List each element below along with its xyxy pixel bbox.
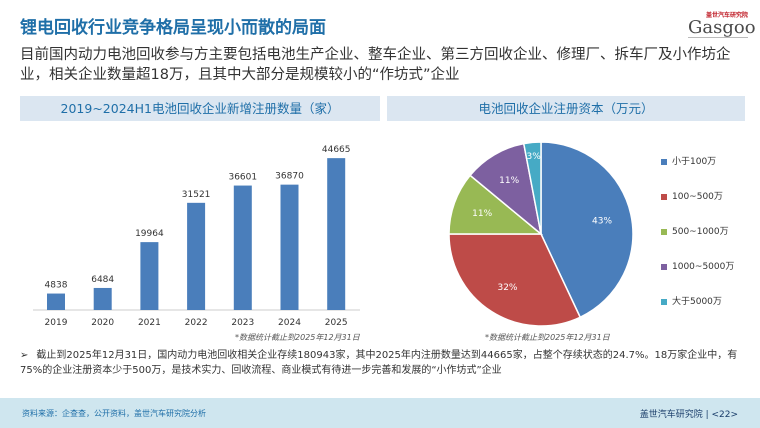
legend-label: 大于5000万 (672, 297, 722, 307)
bar-value-label: 31521 (182, 190, 211, 200)
x-tick-label: 2023 (231, 318, 254, 328)
legend-swatch (661, 158, 667, 165)
gasgoo-logo: 盖世汽车研究院 Gasgoo (688, 12, 756, 40)
bar-2021 (140, 242, 159, 310)
arrow-bullet-icon: ➢ (20, 350, 29, 361)
bar-value-label: 36870 (275, 172, 304, 182)
legend-label: 小于100万 (672, 157, 717, 167)
pie-value-label: 32% (497, 283, 517, 293)
pie-slice-1 (448, 233, 582, 327)
pie-slice-4 (522, 141, 542, 235)
x-tick-label: 2025 (325, 318, 348, 328)
legend-label: 100~500万 (672, 192, 723, 202)
bar-value-label: 6484 (91, 275, 114, 285)
bar-2025 (327, 158, 346, 310)
legend-item: 大于5000万 (661, 297, 722, 308)
bar-2020 (93, 287, 112, 310)
summary-text: 截止到2025年12月31日，国内动力电池回收相关企业存续180943家，其中2… (20, 350, 738, 376)
x-tick-label: 2020 (91, 318, 114, 328)
pie-note: *数据统计截止到2025年12月31日 (485, 333, 610, 342)
bar-value-label: 36601 (228, 173, 257, 183)
bar-note: *数据统计截止到2025年12月31日 (235, 333, 360, 342)
bar-value-label: 44665 (322, 145, 351, 155)
pie-value-label: 11% (472, 209, 492, 219)
logo-underline (688, 37, 748, 40)
legend-swatch (661, 193, 667, 200)
legend-item: 500~1000万 (661, 227, 729, 238)
legend-item: 100~500万 (661, 192, 723, 203)
bar-value-label: 4838 (45, 281, 68, 291)
legend-swatch (661, 228, 667, 235)
source-text: 资料来源：企查查，公开资料，盖世汽车研究院分析 (22, 409, 206, 418)
logo-main-text: Gasgoo (688, 17, 756, 38)
bar-2024 (280, 184, 299, 310)
x-tick-label: 2022 (185, 318, 208, 328)
logo-top-text: 盖世汽车研究院 (705, 12, 748, 19)
legend-item: 小于100万 (661, 157, 716, 168)
page-number: 盖世汽车研究院 | <22> (639, 410, 738, 420)
page-title: 锂电回收行业竞争格局呈现小而散的局面 (20, 18, 326, 38)
x-tick-label: 2019 (45, 318, 68, 328)
bar-value-label: 19964 (135, 229, 164, 239)
pie-value-label: 11% (499, 176, 519, 186)
pie-chart-title: 电池回收企业注册资本（万元） (387, 96, 745, 121)
summary-bullet: ➢ 截止到2025年12月31日，国内动力电池回收相关企业存续180943家，其中… (20, 348, 750, 378)
legend-label: 1000~5000万 (672, 262, 735, 272)
legend-swatch (661, 298, 667, 305)
bar-2022 (187, 202, 206, 310)
x-tick-label: 2021 (138, 318, 161, 328)
bar-chart-title: 2019~2024H1电池回收企业新增注册数量（家） (20, 96, 380, 121)
bar-2023 (233, 185, 252, 310)
x-tick-label: 2024 (278, 318, 301, 328)
legend-item: 1000~5000万 (661, 262, 734, 273)
intro-text: 目前国内动力电池回收参与方主要包括电池生产企业、整车企业、第三方回收企业、修理厂… (20, 47, 731, 83)
footer: 资料来源：企查查，公开资料，盖世汽车研究院分析 盖世汽车研究院 | <22> (0, 398, 760, 428)
pie-value-label: 43% (592, 216, 612, 226)
legend-swatch (661, 263, 667, 270)
pie-value-label: 3% (527, 152, 542, 162)
legend-label: 500~1000万 (672, 227, 729, 237)
pie-slice-0 (540, 141, 634, 319)
bar-2019 (47, 293, 65, 310)
